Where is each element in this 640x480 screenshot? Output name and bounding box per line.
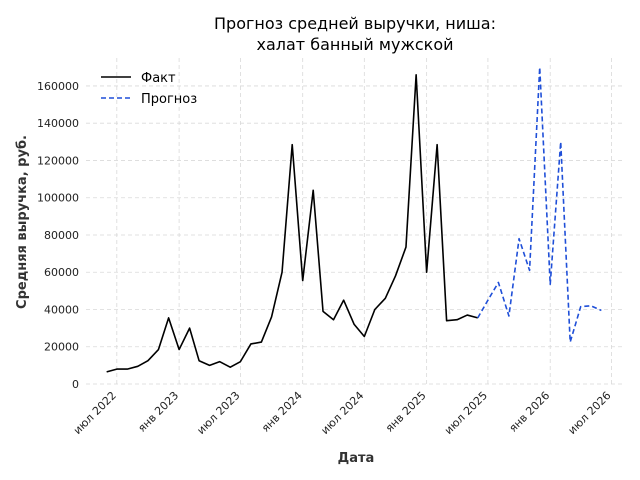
x-tick-label: июл 2025 <box>442 389 490 437</box>
x-tick-label: янв 2025 <box>383 389 429 435</box>
y-tick-label: 140000 <box>37 117 79 130</box>
chart-title-line2: халат банный мужской <box>256 35 453 54</box>
x-tick-label: янв 2026 <box>507 389 553 435</box>
y-tick-label: 100000 <box>37 192 79 205</box>
legend-label-fact: Факт <box>141 71 176 86</box>
x-tick-label: июл 2024 <box>318 389 366 437</box>
y-tick-label: 20000 <box>44 341 79 354</box>
x-tick-label: июл 2026 <box>566 389 614 437</box>
x-tick-label: янв 2024 <box>259 389 305 435</box>
x-tick-label: янв 2023 <box>135 389 181 435</box>
series-line-fact <box>106 73 478 373</box>
series-lines <box>106 66 602 373</box>
y-tick-label: 0 <box>72 378 79 391</box>
x-tick-label: июл 2023 <box>194 389 242 437</box>
legend-label-forecast: Прогноз <box>141 92 197 107</box>
y-tick-label: 60000 <box>44 266 79 279</box>
y-tick-label: 160000 <box>37 80 79 93</box>
x-tick-label: июл 2022 <box>71 389 119 437</box>
series-line-forecast <box>477 66 602 343</box>
y-tick-label: 40000 <box>44 303 79 316</box>
y-tick-label: 120000 <box>37 154 79 167</box>
legend: Факт Прогноз <box>101 71 197 107</box>
chart-title-line1: Прогноз средней выручки, ниша: <box>214 14 496 33</box>
y-axis-ticks: 0 20000 40000 60000 80000 100000 120000 140000 1… <box>37 80 79 391</box>
x-axis-label: Дата <box>338 451 375 466</box>
y-tick-label: 80000 <box>44 229 79 242</box>
y-axis-label: Средняя выручка, руб. <box>15 135 30 309</box>
x-axis-ticks: июл 2022 янв 2023 июл 2023 янв 2024 июл 2024… <box>71 389 614 437</box>
grid <box>86 58 622 385</box>
